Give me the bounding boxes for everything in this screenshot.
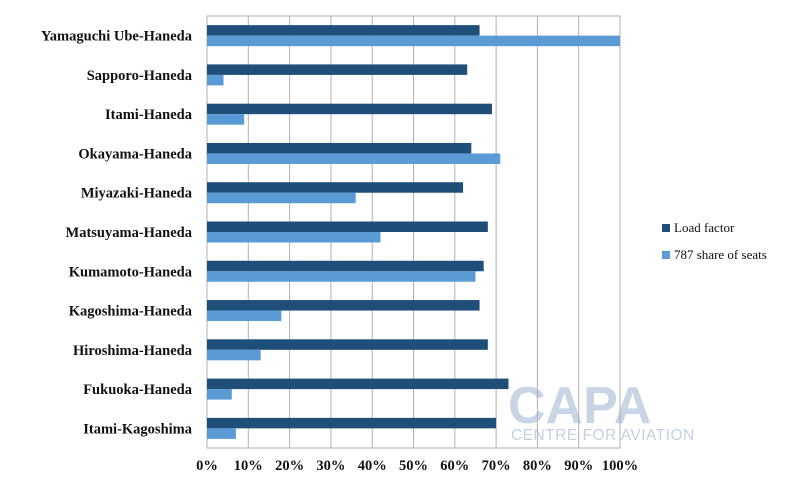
bars <box>207 25 620 439</box>
category-label: Yamaguchi Ube-Haneda <box>41 29 193 45</box>
category-label: Miyazaki-Haneda <box>81 186 193 202</box>
category-label: Matsuyama-Haneda <box>66 225 193 241</box>
bar-787-share <box>207 114 245 125</box>
bar-load-factor <box>207 64 468 75</box>
bar-787-share <box>207 74 224 86</box>
capa-watermark: CAPA CENTRE FOR AVIATION <box>508 377 695 444</box>
category-labels: Yamaguchi Ube-Haneda Sapporo-Haneda Itami-… <box>41 29 193 438</box>
bar-load-factor <box>207 417 497 429</box>
category-label: Itami-Haneda <box>105 107 193 123</box>
x-tick-label: 80% <box>523 458 552 474</box>
bar-787-share <box>207 232 381 243</box>
bar-787-share <box>207 271 476 282</box>
x-tick-label: 40% <box>358 458 387 474</box>
bar-load-factor <box>207 182 464 193</box>
watermark-main-text: CAPA <box>508 377 651 435</box>
legend-label-load-factor: Load factor <box>674 220 735 235</box>
category-label: Sapporo-Haneda <box>87 68 193 84</box>
bar-load-factor <box>207 378 509 390</box>
category-label: Itami-Kagoshima <box>83 421 193 437</box>
bar-load-factor <box>207 260 484 272</box>
bar-787-share <box>207 389 232 400</box>
gridlines <box>206 15 621 449</box>
legend-label-787-share: 787 share of seats <box>674 247 767 262</box>
bar-load-factor <box>207 339 488 350</box>
bar-787-share <box>207 192 356 204</box>
category-label: Hiroshima-Haneda <box>73 343 193 359</box>
x-tick-label: 30% <box>316 458 345 474</box>
bar-load-factor <box>207 103 492 115</box>
x-tick-label: 10% <box>234 458 263 474</box>
bar-787-share <box>207 349 261 361</box>
bar-787-share <box>207 35 620 47</box>
watermark-sub-text: CENTRE FOR AVIATION <box>511 427 695 444</box>
category-label: Kumamoto-Haneda <box>69 264 193 280</box>
bar-load-factor <box>207 25 480 36</box>
legend-swatch-787-share <box>662 251 670 259</box>
x-tick-label: 90% <box>564 458 593 474</box>
bar-787-share <box>207 153 501 164</box>
category-label: Fukuoka-Haneda <box>83 382 193 398</box>
bar-787-share <box>207 428 236 439</box>
x-tick-label: 70% <box>482 458 511 474</box>
category-label: Okayama-Haneda <box>78 146 192 162</box>
x-tick-label: 100% <box>602 458 638 474</box>
category-label: Kagoshima-Haneda <box>69 304 193 320</box>
bar-load-factor <box>207 142 472 154</box>
legend: Load factor 787 share of seats <box>662 220 767 262</box>
x-tick-label: 20% <box>275 458 304 474</box>
x-tick-label: 60% <box>440 458 469 474</box>
x-tick-label: 50% <box>399 458 428 474</box>
bar-load-factor <box>207 221 488 232</box>
legend-swatch-load-factor <box>662 224 670 232</box>
x-axis-tick-labels: 0% 10% 20% 30% 40% 50% 60% 70% 80% 90% 100% <box>196 458 638 474</box>
bar-787-share <box>207 310 282 322</box>
x-tick-label: 0% <box>196 458 218 474</box>
bar-load-factor <box>207 300 480 311</box>
